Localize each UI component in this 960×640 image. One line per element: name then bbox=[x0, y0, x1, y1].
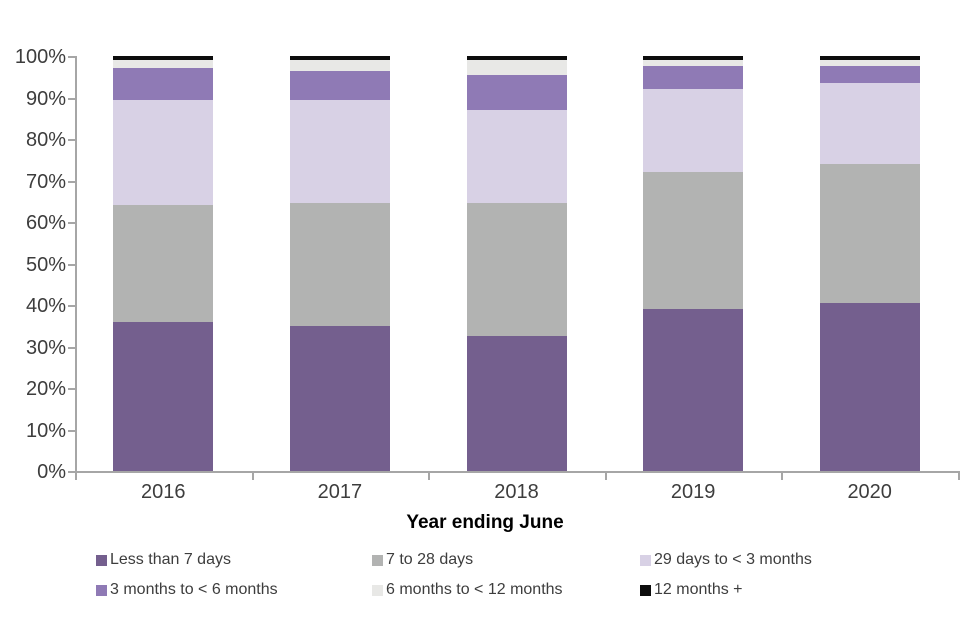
bar-segment-29-days-to-3-months bbox=[289, 99, 390, 204]
legend-label: 6 months to < 12 months bbox=[386, 581, 563, 598]
bar-segment-7-to-28-days bbox=[643, 172, 744, 310]
x-axis-tick bbox=[958, 473, 960, 480]
y-tick-label: 80% bbox=[25, 129, 66, 151]
bar-segment-6-months-to-12-months bbox=[113, 60, 214, 69]
y-axis-tick bbox=[68, 56, 75, 58]
y-axis-tick bbox=[68, 346, 75, 349]
y-axis-tick bbox=[68, 305, 75, 307]
bar-segment-29-days-to-3-months bbox=[113, 99, 214, 206]
legend-label: 3 months to < 6 months bbox=[110, 581, 278, 598]
bar-segment-3-months-to-6-months bbox=[289, 70, 390, 100]
bar-segment-6-months-to-12-months bbox=[643, 60, 744, 67]
bar-segment-29-days-to-3-months bbox=[643, 89, 744, 173]
bar-segment-less-than-7-days bbox=[113, 321, 214, 471]
legend-swatch-icon bbox=[640, 584, 651, 596]
y-tick-label: 60% bbox=[25, 212, 66, 234]
x-axis-tick bbox=[75, 473, 77, 480]
bar-segment-29-days-to-3-months bbox=[466, 109, 567, 204]
y-axis-tick bbox=[68, 471, 75, 473]
legend-item-3-months-to-6-months: 3 months to < 6 months bbox=[96, 581, 372, 599]
bar-segment-7-to-28-days bbox=[113, 205, 214, 322]
bar-segment-12-months bbox=[643, 56, 744, 61]
bar-segment-29-days-to-3-months bbox=[819, 82, 920, 164]
bar-segment-12-months bbox=[289, 56, 390, 61]
legend: Less than 7 days 7 to 28 days 29 days to <… bbox=[96, 551, 812, 611]
y-axis-tick bbox=[68, 222, 75, 224]
x-axis-tick bbox=[604, 473, 607, 480]
y-tick-label: 70% bbox=[25, 170, 66, 193]
bar-segment-3-months-to-6-months bbox=[466, 74, 567, 110]
legend-label: Less than 7 days bbox=[110, 551, 231, 568]
y-tick-label: 10% bbox=[25, 419, 66, 442]
x-tick-label: 2020 bbox=[847, 481, 892, 503]
x-tick-label: 2016 bbox=[141, 481, 186, 503]
bar-segment-12-months bbox=[819, 56, 920, 61]
y-axis-line bbox=[75, 56, 77, 473]
bar-segment-3-months-to-6-months bbox=[819, 66, 920, 83]
bar-segment-7-to-28-days bbox=[289, 203, 390, 326]
x-axis-tick bbox=[428, 473, 431, 480]
bar-segment-6-months-to-12-months bbox=[466, 60, 567, 75]
legend-swatch-icon bbox=[372, 554, 383, 566]
x-tick-label: 2019 bbox=[670, 481, 716, 503]
bar-segment-12-months bbox=[113, 56, 214, 61]
y-axis-tick bbox=[68, 263, 75, 266]
x-axis-line bbox=[75, 471, 960, 473]
bar-segment-less-than-7-days bbox=[643, 309, 744, 471]
y-tick-label: 30% bbox=[25, 336, 66, 359]
legend-item-7-to-28-days: 7 to 28 days bbox=[372, 551, 640, 569]
legend-label: 29 days to < 3 months bbox=[654, 551, 812, 568]
y-tick-label: 50% bbox=[25, 253, 66, 276]
y-axis-tick bbox=[68, 388, 75, 390]
bar-segment-7-to-28-days bbox=[819, 163, 920, 303]
legend-swatch-icon bbox=[96, 554, 107, 566]
y-tick-label: 100% bbox=[14, 46, 66, 68]
bar-segment-less-than-7-days bbox=[289, 325, 390, 471]
x-axis-tick bbox=[251, 473, 254, 480]
legend-item-29-days-to-3-months: 29 days to < 3 months bbox=[640, 551, 812, 569]
y-axis-tick bbox=[68, 180, 75, 183]
y-tick-label: 0% bbox=[37, 461, 66, 483]
y-tick-label: 40% bbox=[25, 295, 66, 317]
y-axis-tick bbox=[68, 97, 75, 100]
bar-segment-6-months-to-12-months bbox=[289, 60, 390, 71]
bar-segment-12-months bbox=[466, 56, 567, 61]
x-tick-label: 2017 bbox=[317, 481, 363, 503]
bar-segment-7-to-28-days bbox=[466, 203, 567, 337]
legend-label: 7 to 28 days bbox=[386, 551, 474, 568]
legend-item-12-months: 12 months + bbox=[640, 581, 812, 599]
y-tick-label: 20% bbox=[25, 378, 66, 400]
legend-item-6-months-to-12-months: 6 months to < 12 months bbox=[372, 581, 640, 599]
legend-item-less-than-7-days: Less than 7 days bbox=[96, 551, 372, 569]
legend-label: 12 months + bbox=[654, 581, 743, 598]
y-axis-tick bbox=[68, 429, 75, 432]
legend-swatch-icon bbox=[372, 584, 383, 596]
bar-segment-3-months-to-6-months bbox=[643, 66, 744, 90]
bar-segment-6-months-to-12-months bbox=[819, 60, 920, 67]
bar-segment-3-months-to-6-months bbox=[113, 68, 214, 100]
x-tick-label: 2018 bbox=[494, 481, 539, 503]
legend-swatch-icon bbox=[640, 554, 651, 566]
y-tick-label: 90% bbox=[25, 87, 66, 110]
bar-segment-less-than-7-days bbox=[819, 302, 920, 471]
x-axis-title: Year ending June bbox=[406, 512, 564, 533]
x-axis-tick bbox=[781, 473, 784, 480]
y-axis-tick bbox=[68, 139, 75, 141]
bar-segment-less-than-7-days bbox=[466, 336, 567, 471]
legend-swatch-icon bbox=[96, 584, 107, 596]
